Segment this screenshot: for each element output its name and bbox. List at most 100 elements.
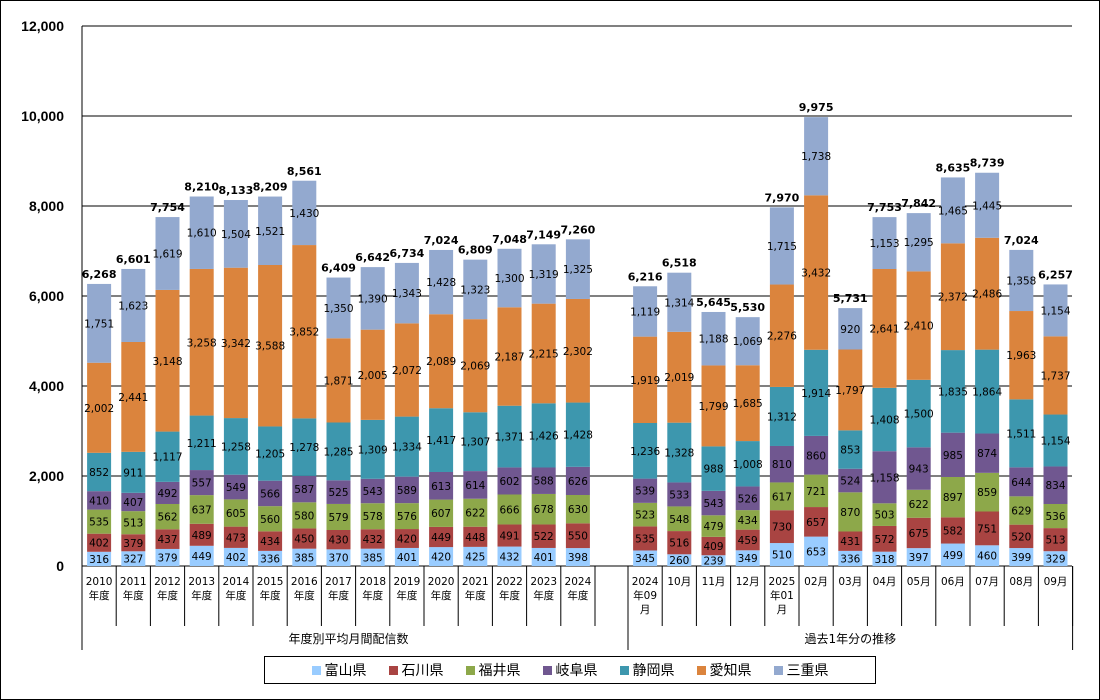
segment-label: 1,154: [1040, 435, 1070, 447]
legend-label: 富山県: [324, 663, 367, 679]
legend-swatch-icon: [773, 665, 783, 675]
bar-segment: [940, 243, 965, 351]
segment-label: 2,302: [563, 346, 593, 358]
x-category-label: 2015: [257, 576, 284, 588]
segment-label: 420: [431, 552, 451, 564]
bar-segment: [633, 336, 658, 423]
bar-segment: [326, 549, 351, 566]
segment-label: 572: [874, 534, 894, 546]
bar-segment: [121, 534, 146, 552]
x-category-label: 2010: [86, 576, 113, 588]
bar-segment: [223, 526, 248, 548]
bar-segment: [360, 503, 385, 530]
bar-segment: [258, 531, 283, 551]
segment-label: 401: [397, 552, 417, 564]
bar-segment: [838, 531, 863, 551]
legend-swatch-icon: [465, 665, 475, 675]
bar-segment: [701, 555, 726, 566]
bar-segment: [1009, 311, 1034, 400]
bar-segment: [769, 386, 794, 446]
segment-label: 859: [977, 487, 997, 499]
bar-segment: [667, 272, 692, 332]
bar-segment: [155, 431, 180, 482]
x-category-label: 2022: [496, 576, 523, 588]
segment-label: 1,914: [801, 388, 831, 400]
bar-segment: [121, 511, 146, 535]
total-label: 8,635: [936, 161, 971, 174]
bar-segment: [326, 480, 351, 504]
x-category-label: 05月: [907, 576, 931, 588]
bar-segment: [769, 284, 794, 387]
bar-segment: [87, 491, 112, 510]
segment-label: 657: [806, 517, 826, 529]
bar-segment: [394, 547, 419, 566]
y-tick-label: 4,000: [29, 378, 64, 394]
segment-label: 3,342: [221, 338, 251, 350]
segment-label: 1,319: [529, 269, 559, 281]
bar-segment: [429, 314, 454, 409]
total-label: 7,024: [424, 234, 459, 247]
x-category-label: 2024: [565, 576, 592, 588]
bar-segment: [769, 482, 794, 511]
segment-label: 1,119: [630, 306, 660, 318]
legend-label: 三重県: [786, 663, 829, 679]
bar-segment: [804, 536, 829, 566]
y-tick-label: 2,000: [29, 468, 64, 484]
segment-label: 1,343: [392, 288, 422, 300]
bar-segment: [497, 307, 522, 406]
x-category-label: 2017: [325, 576, 352, 588]
total-label: 6,518: [662, 257, 697, 270]
segment-label: 1,371: [494, 432, 524, 444]
bar-segment: [121, 268, 146, 342]
segment-label: 562: [157, 512, 177, 524]
segment-label: 630: [568, 504, 588, 516]
segment-label: 870: [840, 507, 860, 519]
x-category-label: 2018: [359, 576, 386, 588]
bar-segment: [1009, 548, 1034, 566]
segment-label: 535: [635, 533, 655, 545]
x-category-label: 06月: [941, 576, 965, 588]
bar-segment: [531, 244, 556, 304]
segment-label: 644: [1011, 477, 1031, 489]
x-category-label: 年度: [157, 589, 178, 602]
x-category-label: 2013: [188, 576, 215, 588]
segment-label: 1,426: [529, 430, 559, 442]
bar-segment: [735, 486, 760, 511]
segment-label: 409: [703, 541, 723, 553]
bar-segment: [701, 446, 726, 491]
legend-swatch-icon: [311, 665, 321, 675]
bar-segment: [87, 283, 112, 363]
segment-label: 450: [294, 534, 314, 546]
bar-segment: [735, 317, 760, 366]
total-label: 6,734: [390, 247, 425, 260]
bar-segment: [326, 338, 351, 423]
segment-label: 1,334: [392, 442, 422, 454]
segment-label: 1,188: [698, 334, 728, 346]
segment-label: 548: [669, 514, 689, 526]
bar-segment: [838, 430, 863, 469]
segment-label: 3,588: [255, 341, 285, 353]
total-label: 5,530: [730, 301, 765, 314]
bar-segment: [804, 195, 829, 350]
total-label: 7,048: [492, 233, 527, 246]
segment-label: 2,089: [426, 356, 456, 368]
bar-segment: [804, 507, 829, 537]
x-category-label: 12月: [736, 576, 760, 588]
segment-label: 617: [772, 491, 792, 503]
segment-label: 579: [328, 512, 348, 524]
bar-segment: [906, 517, 931, 549]
bar-segment: [633, 286, 658, 337]
segment-label: 1,511: [1006, 428, 1036, 440]
bar-segment: [87, 509, 112, 534]
bar-segment: [463, 259, 488, 320]
bar-segment: [1009, 399, 1034, 468]
bar-segment: [463, 319, 488, 413]
bar-segment: [292, 502, 317, 529]
segment-label: 653: [806, 546, 826, 558]
segment-label: 492: [157, 488, 177, 500]
segment-label: 874: [977, 448, 997, 460]
bar-segment: [121, 341, 146, 452]
bar-segment: [189, 495, 214, 524]
bar-segment: [565, 494, 590, 524]
bar-segment: [258, 480, 283, 507]
